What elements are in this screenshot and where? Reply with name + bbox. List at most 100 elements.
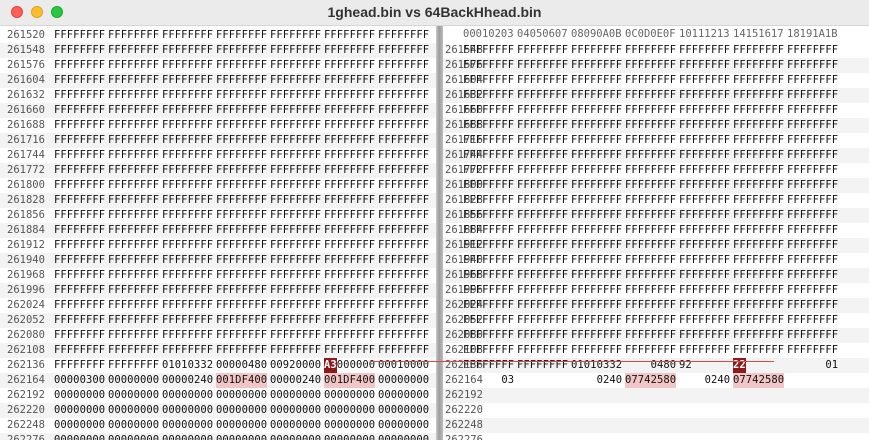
hex-word[interactable]: FFFFFFFF	[733, 88, 784, 103]
hex-word[interactable]: FFFFFFFF	[378, 208, 429, 223]
hex-word[interactable]: 0240	[571, 373, 623, 388]
hex-word[interactable]: FFFFFFFF	[54, 238, 105, 253]
hex-word[interactable]: FFFFFFFF	[216, 178, 267, 193]
hex-word[interactable]: FFFFFFFF	[216, 73, 267, 88]
hex-word[interactable]: FFFFFFFF	[270, 343, 321, 358]
hex-word[interactable]: 00000000	[108, 388, 159, 403]
hex-word[interactable]: FFFFFFFF	[324, 208, 375, 223]
hex-word[interactable]: FFFFFFFF	[787, 313, 838, 328]
hex-word[interactable]: FFFFFFFF	[324, 43, 375, 58]
hex-word[interactable]: FFFFFFFF	[733, 223, 784, 238]
hex-word[interactable]: FFFFFFFF	[679, 103, 730, 118]
hex-word[interactable]	[787, 373, 838, 388]
hex-word[interactable]: FFFFFFFF	[162, 283, 213, 298]
hex-word[interactable]: FFFFFFFF	[463, 328, 514, 343]
hex-word[interactable]: FFFFFFFF	[324, 118, 375, 133]
hex-word[interactable]: 00000000	[216, 418, 267, 433]
hex-word[interactable]: FFFFFFFF	[216, 133, 267, 148]
hex-word[interactable]: FFFFFFFF	[324, 193, 375, 208]
hex-word[interactable]: FFFFFFFF	[162, 178, 213, 193]
hex-word[interactable]: FFFFFFFF	[733, 73, 784, 88]
hex-word[interactable]: FFFFFFFF	[733, 268, 784, 283]
hex-word[interactable]: FFFFFFFF	[324, 73, 375, 88]
hex-word[interactable]: FFFFFFFF	[378, 253, 429, 268]
hex-word[interactable]: 00000000	[324, 418, 375, 433]
close-window-button[interactable]	[11, 6, 23, 18]
hex-word[interactable]: FFFFFFFF	[108, 103, 159, 118]
hex-word[interactable]: FFFFFFFF	[270, 223, 321, 238]
hex-word[interactable]: FFFFFFFF	[463, 343, 514, 358]
hex-word[interactable]: FFFFFFFF	[270, 133, 321, 148]
hex-word[interactable]: FFFFFFFF	[733, 253, 784, 268]
hex-word[interactable]: FFFFFFFF	[517, 208, 568, 223]
hex-word[interactable]: FFFFFFFF	[679, 313, 730, 328]
hex-word[interactable]: FFFFFFFF	[378, 103, 429, 118]
hex-word[interactable]: FFFFFFFF	[679, 118, 730, 133]
hex-word[interactable]: FFFFFFFF	[378, 118, 429, 133]
hex-word[interactable]: 00000300	[54, 373, 105, 388]
hex-word[interactable]: FFFFFFFF	[270, 238, 321, 253]
hex-word[interactable]: FFFFFFFF	[571, 223, 622, 238]
hex-word[interactable]: FFFFFFFF	[270, 208, 321, 223]
hex-word[interactable]: A3000000	[324, 358, 375, 373]
hex-word[interactable]: FFFFFFFF	[324, 298, 375, 313]
hex-word[interactable]: FFFFFFFF	[571, 328, 622, 343]
hex-word[interactable]: FFFFFFFF	[270, 118, 321, 133]
hex-word[interactable]: FFFFFFFF	[378, 133, 429, 148]
hex-word[interactable]: FFFFFFFF	[625, 253, 676, 268]
hex-word[interactable]: FFFFFFFF	[54, 103, 105, 118]
hex-word[interactable]: FFFFFFFF	[54, 268, 105, 283]
hex-word[interactable]: FFFFFFFF	[216, 88, 267, 103]
hex-word[interactable]: 00000000	[324, 388, 375, 403]
hex-word[interactable]: FFFFFFFF	[787, 238, 838, 253]
hex-word[interactable]: FFFFFFFF	[571, 58, 622, 73]
hex-word[interactable]: FFFFFFFF	[378, 268, 429, 283]
hex-word[interactable]: FFFFFFFF	[108, 298, 159, 313]
hex-word[interactable]: FFFFFFFF	[571, 43, 622, 58]
hex-word[interactable]: FFFFFFFF	[625, 178, 676, 193]
hex-word[interactable]: FFFFFFFF	[108, 163, 159, 178]
hex-word[interactable]: FFFFFFFF	[270, 268, 321, 283]
hex-word[interactable]: FFFFFFFF	[733, 343, 784, 358]
hex-word[interactable]: FFFFFFFF	[625, 58, 676, 73]
hex-word[interactable]: FFFFFFFF	[216, 208, 267, 223]
hex-word[interactable]: 001DF400	[216, 373, 268, 388]
hex-word[interactable]: FFFFFFFF	[54, 208, 105, 223]
hex-word[interactable]: FFFFFFFF	[679, 253, 730, 268]
hex-word[interactable]: FFFFFFFF	[324, 28, 375, 43]
hex-word[interactable]: FFFFFFFF	[54, 43, 105, 58]
hex-word[interactable]: FFFFFFFF	[108, 253, 159, 268]
hex-word[interactable]: FFFFFFFF	[108, 343, 159, 358]
hex-word[interactable]: FFFFFFFF	[625, 193, 676, 208]
hex-word[interactable]: FFFFFFFF	[625, 268, 676, 283]
hex-word[interactable]: FFFFFFFF	[162, 88, 213, 103]
hex-word[interactable]: FFFFFFFF	[54, 133, 105, 148]
hex-word[interactable]: FFFFFFFF	[378, 148, 429, 163]
hex-word[interactable]: FFFFFFFF	[463, 148, 514, 163]
hex-word[interactable]: FFFFFFFF	[54, 73, 105, 88]
hex-word[interactable]: FFFFFFFF	[378, 58, 429, 73]
hex-word[interactable]: FFFFFFFF	[378, 73, 429, 88]
hex-word[interactable]: 00000000	[216, 403, 267, 418]
hex-word[interactable]: FFFFFFFF	[787, 193, 838, 208]
hex-word[interactable]: 00000000	[378, 403, 429, 418]
hex-word[interactable]: FFFFFFFF	[787, 148, 838, 163]
hex-word[interactable]: FFFFFFFF	[463, 193, 514, 208]
hex-word[interactable]: FFFFFFFF	[270, 178, 321, 193]
hex-word[interactable]: FFFFFFFF	[216, 343, 267, 358]
hex-word[interactable]: 00000000	[378, 418, 429, 433]
hex-word[interactable]: FFFFFFFF	[571, 88, 622, 103]
hex-word[interactable]: FFFFFFFF	[625, 283, 676, 298]
hex-word[interactable]: FFFFFFFF	[571, 193, 622, 208]
hex-word[interactable]: FFFFFFFF	[270, 313, 321, 328]
hex-word[interactable]: 00000000	[270, 403, 321, 418]
hex-word[interactable]: 00000000	[162, 403, 213, 418]
hex-word[interactable]: FFFFFFFF	[463, 313, 514, 328]
hex-word[interactable]: FFFFFFFF	[54, 163, 105, 178]
right-hex-pane[interactable]: 00010203 04050607 08090A0B 0C0D0E0F 10111213…	[443, 26, 869, 440]
hex-word[interactable]: FFFFFFFF	[625, 223, 676, 238]
hex-word[interactable]: FFFFFFFF	[517, 43, 568, 58]
hex-word[interactable]: FFFFFFFF	[162, 253, 213, 268]
hex-word[interactable]: FFFFFFFF	[733, 298, 784, 313]
hex-word[interactable]: 22	[733, 358, 784, 373]
